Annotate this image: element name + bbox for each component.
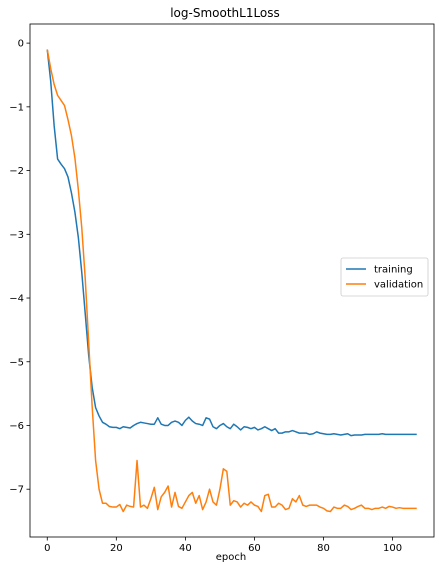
y-axis: 0 −1 −2 −3 −4 −5 −6 −7 [9,39,30,496]
plot-area [29,23,435,538]
plot-frame [29,23,435,538]
y-tick-label: −3 [9,230,24,241]
x-tick-label: 20 [110,543,123,554]
x-tick-label: 100 [383,543,402,554]
chart-title: log-SmoothL1Loss [170,6,280,20]
legend: training validation [340,257,429,297]
x-tick-label: 0 [44,543,50,554]
y-tick-label: 0 [18,39,24,50]
x-tick-label: 60 [248,543,261,554]
y-tick-label: −6 [9,421,24,432]
y-tick-label: −4 [9,294,24,305]
x-axis: 0 20 40 60 80 100 [44,537,402,554]
y-tick-label: −1 [9,102,24,113]
y-tick-label: −7 [9,485,24,496]
legend-label-training: training [374,265,413,276]
series-line-training [46,49,417,437]
x-tick-label: 80 [317,543,330,554]
y-tick-label: −2 [9,166,24,177]
legend-label-validation: validation [374,280,423,291]
series-line-validation [46,49,417,513]
y-tick-label: −5 [9,357,24,368]
legend-box [340,257,429,297]
x-tick-label: 40 [179,543,192,554]
x-axis-label: epoch [216,552,246,563]
